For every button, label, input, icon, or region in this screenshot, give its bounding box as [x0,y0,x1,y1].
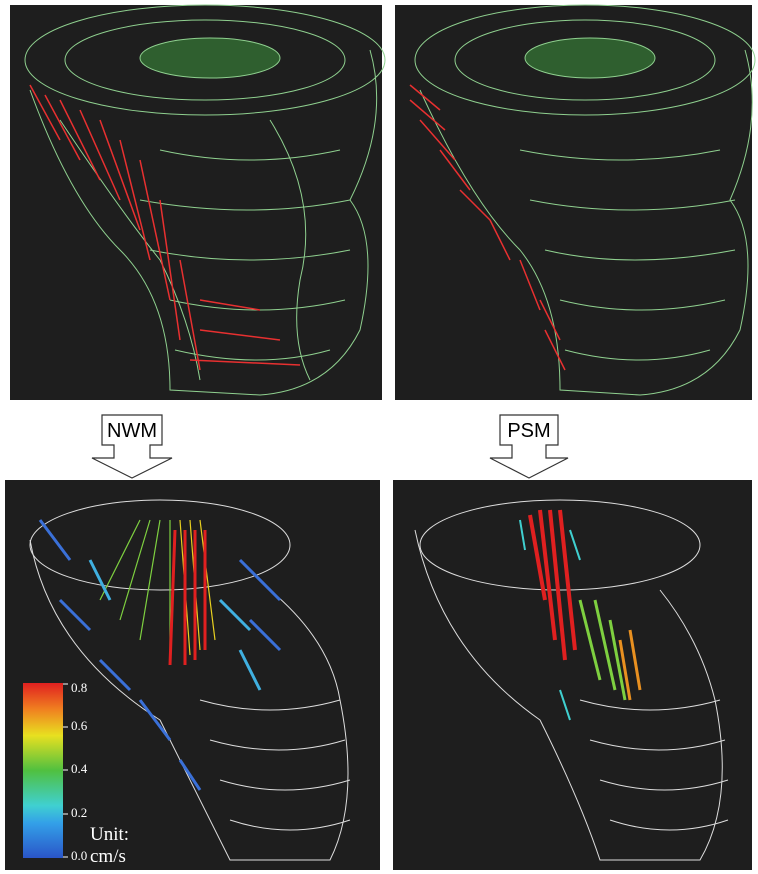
colorbar-tick: 0.8 [71,680,87,695]
arrow-psm: PSM [490,415,568,478]
panel-top-right [395,5,755,400]
colorbar-tick: 0.4 [71,761,88,776]
panel-bottom-right [393,480,752,870]
unit-label: Unit: [90,824,129,845]
colorbar-tick: 0.6 [71,718,88,733]
unit: cm/s [90,846,126,867]
figure: NWM PSM 0.0 0.2 0.4 0.6 0.8 Unit: [0,0,758,874]
panel-top-left [10,5,385,400]
colorbar-tick: 0.0 [71,848,87,863]
arrow-label: NWM [107,420,157,442]
arrow-label: PSM [507,420,550,442]
colorbar-tick: 0.2 [71,805,87,820]
arrow-nwm: NWM [92,415,172,478]
panel-bottom-left: 0.0 0.2 0.4 0.6 0.8 Unit: cm/s [5,480,380,870]
